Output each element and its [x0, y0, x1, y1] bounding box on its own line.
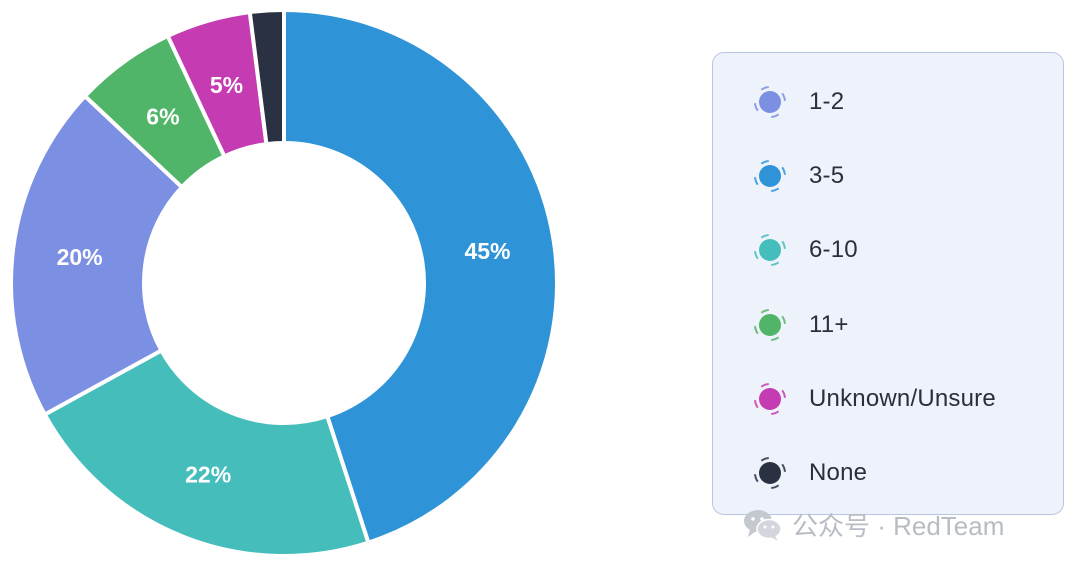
watermark: 公众号 · RedTeam [742, 506, 1004, 543]
slice-data-label: 5% [210, 72, 243, 98]
legend-item-unknown-unsure[interactable]: Unknown/Unsure [713, 374, 1063, 448]
legend-label: 3-5 [809, 162, 845, 190]
legend-label: 11+ [809, 310, 849, 338]
legend-label: 1-2 [809, 88, 845, 116]
legend-item-1-2[interactable]: 1-2 [713, 77, 1063, 151]
legend-item-6-10[interactable]: 6-10 [713, 225, 1063, 299]
legend-dot-icon [754, 308, 786, 341]
slice-data-label: 45% [464, 238, 510, 264]
donut-slice-3-5[interactable] [282, 8, 559, 545]
donut-slices [9, 8, 559, 558]
legend-marker-icon [753, 85, 787, 119]
legend-dot-icon [754, 457, 786, 490]
wechat-icon [744, 509, 782, 541]
legend-marker-icon [753, 233, 787, 267]
watermark-text: 公众号 · RedTeam [792, 511, 1005, 541]
legend-dot-icon [754, 86, 786, 119]
legend-marker-icon [753, 308, 787, 342]
legend-item-none[interactable]: None [713, 448, 1063, 522]
legend-dot-icon [754, 234, 786, 267]
slice-data-label: 22% [185, 462, 231, 488]
legend-item-3-5[interactable]: 3-5 [713, 151, 1063, 225]
legend-dot-icon [754, 382, 786, 415]
legend-marker-icon [753, 382, 787, 416]
slice-data-label: 6% [146, 103, 179, 129]
donut-slice-6-10[interactable] [42, 348, 371, 558]
donut-slice-1-2[interactable] [9, 94, 184, 417]
legend-dot-icon [754, 160, 786, 193]
donut-chart: 45% 22% 20% 6% 5% [9, 8, 559, 558]
slice-data-label: 20% [57, 244, 103, 270]
legend-label: None [809, 459, 868, 487]
legend-label: Unknown/Unsure [809, 384, 996, 412]
donut-slice-none[interactable] [247, 8, 286, 147]
donut-slice-labels: 45% 22% 20% 6% 5% [57, 72, 511, 487]
legend-marker-icon [753, 159, 787, 193]
legend-marker-icon [753, 456, 787, 490]
chart-legend: 1-2 3-5 6-10 11+ Unknown/Unsure None [712, 52, 1064, 515]
legend-label: 6-10 [809, 236, 858, 264]
legend-item-11-plus[interactable]: 11+ [713, 300, 1063, 374]
